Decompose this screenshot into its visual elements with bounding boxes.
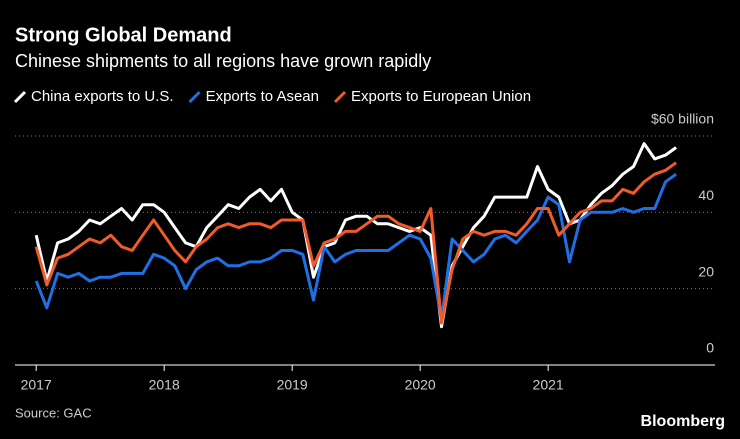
series-line xyxy=(34,142,677,329)
series-line xyxy=(34,172,677,321)
y-tick-label: 20 xyxy=(698,263,714,279)
chart-subtitle: Chinese shipments to all regions have gr… xyxy=(15,51,431,71)
y-tick-label: 0 xyxy=(706,340,714,356)
x-tick-label: 2020 xyxy=(405,377,436,393)
x-tick-label: 2017 xyxy=(21,377,52,393)
x-tick-label: 2018 xyxy=(149,377,180,393)
legend-swatch xyxy=(13,90,27,104)
legend-swatch xyxy=(333,90,347,104)
x-tick-label: 2021 xyxy=(533,377,564,393)
series-line xyxy=(34,161,677,325)
source: Source: GAC xyxy=(15,405,92,420)
legend-label: China exports to U.S. xyxy=(31,88,174,105)
x-tick-label: 2019 xyxy=(277,377,308,393)
legend-swatch xyxy=(188,90,201,104)
chart-title: Strong Global Demand xyxy=(15,24,232,46)
legend-label: Exports to Asean xyxy=(206,88,319,105)
y-tick-label: 40 xyxy=(698,187,714,203)
y-tick-label: $60 billion xyxy=(651,111,714,127)
brand: Bloomberg xyxy=(641,413,725,430)
legend-label: Exports to European Union xyxy=(351,88,531,105)
